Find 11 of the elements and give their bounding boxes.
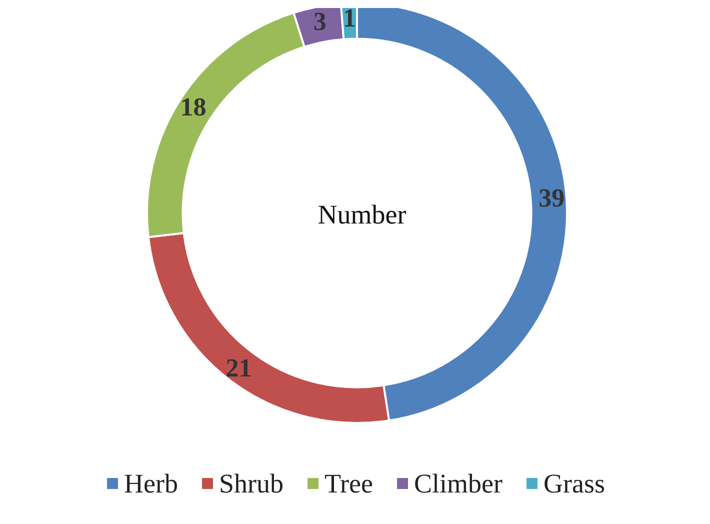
legend-label: Tree [324, 468, 374, 498]
legend-label: Climber [414, 468, 503, 498]
data-label: 21 [226, 354, 252, 383]
data-label: 18 [180, 92, 206, 122]
data-label: 39 [538, 184, 565, 213]
data-label: 3 [313, 6, 326, 36]
text: Number [318, 200, 406, 230]
data-label: 1 [343, 3, 356, 32]
legend-label: Herb [124, 468, 178, 498]
legend-label: Shrub [218, 468, 284, 498]
legend-label: Grass [543, 468, 605, 498]
